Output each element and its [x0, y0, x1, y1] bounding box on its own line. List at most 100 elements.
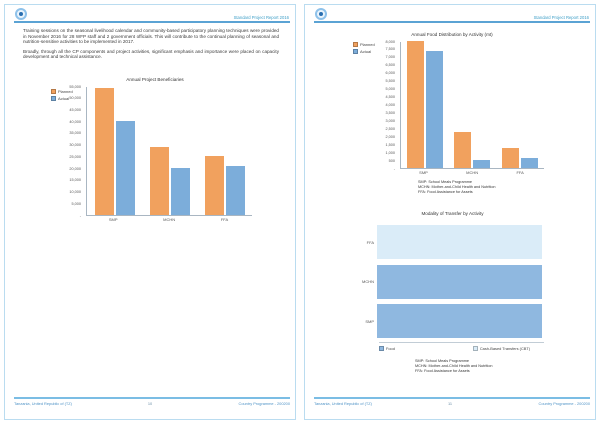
- bar-group-mchn: [149, 146, 190, 215]
- y-tick-label: 3,000: [385, 118, 395, 123]
- legend-item-actual: Actual: [51, 96, 73, 101]
- y-tick-label: 35,000: [69, 131, 81, 136]
- x-axis-line: [379, 342, 544, 343]
- bar-track: [377, 304, 542, 338]
- y-tick-label: 2,000: [385, 134, 395, 139]
- chart-legend: Planned Actual: [353, 42, 375, 54]
- activity-label: FFA: [366, 239, 374, 245]
- footnote-line: MCHN: Mother-and-Child Health and Nutrit…: [418, 185, 496, 189]
- legend-swatch: [51, 89, 56, 94]
- wfp-logo-emblem-icon: [19, 12, 23, 16]
- planned-bar-mchn: [149, 146, 169, 215]
- y-tick-label: 30,000: [69, 143, 81, 148]
- bar-track: [377, 225, 542, 259]
- y-tick-label: -: [79, 213, 81, 218]
- modality-of-transfer-chart: Modality of Transfer by Activity FFA MCHN…: [345, 207, 560, 382]
- body-text: Training sessions on the seasonal liveli…: [23, 28, 279, 64]
- y-tick-label: 5,500: [385, 79, 395, 84]
- footer-rule: [14, 397, 290, 399]
- y-tick-label: 4,000: [385, 103, 395, 107]
- x-tick-label: MCHN: [163, 217, 176, 222]
- footer-project-text: Tanzania, United Republic of (TZ): [314, 401, 372, 406]
- activity-row-smp: SMP: [345, 304, 544, 338]
- chart-footnotes: SMP: School Meals Programme MCHN: Mother-…: [418, 180, 495, 195]
- legend-swatch: [353, 42, 358, 47]
- legend-label: Planned: [58, 89, 73, 94]
- footnote-line: SMP: School Meals Programme: [418, 180, 473, 184]
- report-title: Standard Project Report 2016: [233, 15, 289, 20]
- paragraph: Broadly, through all the CP components a…: [23, 48, 279, 60]
- plot-area: [86, 87, 252, 216]
- header-rule: [14, 21, 290, 23]
- y-tick-label: 5,000: [71, 201, 81, 206]
- planned-bar-ffa: [502, 148, 520, 168]
- y-tick-label: 50,000: [69, 96, 81, 101]
- planned-bar-smp: [94, 88, 114, 215]
- footer-programme-text: Country Programme - 200200: [238, 401, 290, 406]
- footer-project-text: Tanzania, United Republic of (TZ): [14, 401, 72, 406]
- footnote-line: FFA: Food Assistance for Assets: [418, 190, 473, 194]
- actual-bar-mchn: [473, 160, 491, 168]
- bar-group-smp: [406, 41, 443, 168]
- y-axis: 55,000 50,000 45,000 40,000 35,000 30,000 25,0…: [56, 84, 83, 218]
- bar-group-ffa: [204, 156, 245, 215]
- x-tick-label: FFA: [220, 217, 229, 222]
- page-left: Standard Project Report 2016 Training se…: [4, 4, 296, 420]
- page-number: 10: [147, 401, 153, 406]
- x-axis-labels: SMP MCHN FFA: [86, 217, 251, 222]
- planned-bar-mchn: [454, 132, 472, 168]
- planned-bar-ffa: [204, 156, 224, 215]
- paragraph: Training sessions on the seasonal liveli…: [23, 28, 279, 45]
- y-tick-label: 10,000: [69, 190, 81, 195]
- y-tick-label: 7,500: [385, 47, 395, 52]
- bar-group-ffa: [502, 148, 539, 168]
- y-tick-label: 500: [388, 158, 395, 163]
- x-axis-labels: SMP MCHN FFA: [400, 170, 543, 175]
- modality-bar: [377, 225, 542, 259]
- y-tick-label: 5,000: [385, 87, 395, 92]
- x-tick-label: SMP: [419, 170, 428, 175]
- y-tick-label: 6,000: [385, 71, 395, 76]
- bar-group-mchn: [454, 132, 491, 168]
- legend-swatch: [379, 346, 384, 351]
- activity-label: SMP: [365, 318, 374, 324]
- y-tick-label: 55,000: [69, 84, 81, 89]
- wfp-logo-icon: [15, 8, 27, 20]
- x-tick-label: FFA: [516, 170, 524, 175]
- x-tick-label: MCHN: [466, 170, 479, 175]
- y-tick-label: 7,000: [385, 55, 395, 60]
- footer-programme-text: Country Programme - 200200: [538, 401, 590, 406]
- y-tick-label: 40,000: [69, 119, 81, 124]
- actual-bar-smp: [115, 121, 135, 215]
- y-tick-label: -: [393, 166, 395, 171]
- y-tick-label: 1,000: [385, 150, 395, 155]
- legend-item-planned: Planned: [51, 89, 73, 94]
- legend-item-actual: Actual: [353, 49, 375, 54]
- hbar-rows: FFA MCHN SMP: [345, 225, 544, 338]
- y-tick-label: 6,500: [385, 63, 395, 68]
- chart-legend: Planned Actual: [51, 89, 73, 101]
- page-number: 11: [447, 401, 453, 406]
- footnote-line: FFA: Food Assistance for Assets: [415, 369, 470, 373]
- activity-row-ffa: FFA: [345, 225, 544, 259]
- legend-item-food: Food: [379, 346, 395, 351]
- legend-item-cbt: Cash-Based Transfers (CBT): [472, 346, 530, 351]
- actual-bar-ffa: [521, 158, 539, 168]
- footnote-line: MCHN: Mother-and-Child Health and Nutrit…: [415, 364, 493, 368]
- actual-bar-mchn: [170, 168, 190, 215]
- bar-group-smp: [94, 88, 135, 215]
- x-tick-label: SMP: [108, 217, 118, 222]
- food-distribution-by-activity-chart: Annual Food Distribution by Activity (mt…: [347, 28, 557, 203]
- activity-label: MCHN: [362, 279, 374, 284]
- legend-label: Planned: [360, 42, 375, 47]
- legend-label: Actual: [360, 49, 372, 54]
- y-tick-label: 3,500: [385, 110, 395, 115]
- legend-label: Food: [386, 346, 395, 351]
- chart-title: Annual Project Beneficiaries: [126, 77, 184, 82]
- y-axis: 8,000 7,500 7,000 6,500 6,000 5,500 5,000 4,500…: [371, 40, 397, 171]
- footnote-line: SMP: School Meals Programme: [415, 359, 470, 363]
- y-tick-label: 2,500: [385, 126, 395, 131]
- planned-bar-smp: [406, 41, 424, 168]
- legend-swatch: [51, 96, 56, 101]
- footer-rule: [314, 397, 590, 399]
